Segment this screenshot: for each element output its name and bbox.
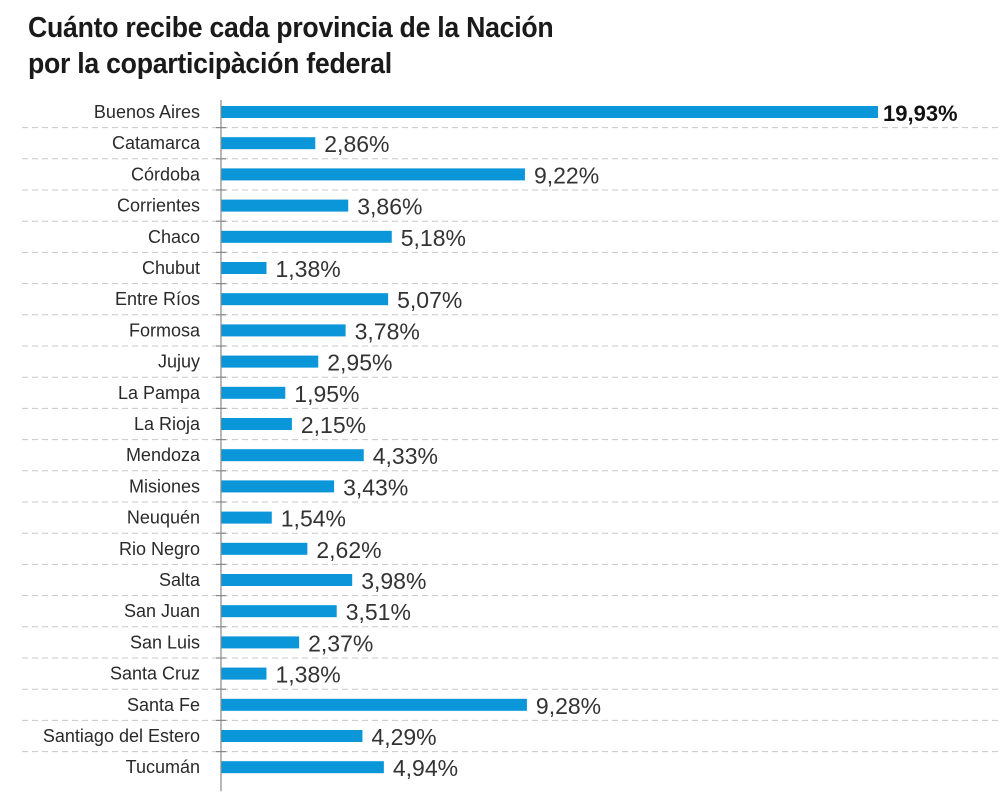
bar-mendoza	[221, 449, 364, 462]
value-label: 4,29%	[371, 724, 436, 750]
category-label: Misiones	[129, 476, 200, 496]
value-label: 3,98%	[361, 568, 426, 594]
value-label: 4,33%	[373, 443, 438, 469]
category-label: Mendoza	[126, 445, 201, 465]
value-label: 3,43%	[343, 474, 408, 500]
bar-santiago-del-estero	[221, 730, 363, 742]
bar-corrientes	[221, 199, 349, 212]
category-label: Rio Negro	[119, 539, 200, 559]
value-label: 3,78%	[355, 318, 420, 344]
bar-la-pampa	[221, 386, 286, 399]
value-label: 1,38%	[275, 256, 340, 282]
bar-san-luis	[221, 636, 300, 649]
bar-catamarca	[221, 137, 316, 150]
value-label: 2,15%	[301, 412, 366, 438]
value-label: 4,94%	[393, 755, 458, 781]
y-axis	[216, 100, 226, 792]
category-label: Neuquén	[127, 508, 200, 528]
bar-entre-rios	[221, 293, 389, 306]
bar-chaco	[221, 230, 392, 243]
value-label: 1,38%	[275, 662, 340, 688]
category-label: Jujuy	[158, 352, 200, 372]
bar-salta	[221, 574, 353, 586]
value-label: 2,37%	[308, 630, 373, 656]
bar-buenos-aires	[221, 106, 878, 118]
chart-title-line-2: por la coparticipàción federal	[28, 48, 392, 80]
bar-tucuman	[221, 761, 384, 774]
category-label: Santa Cruz	[110, 664, 200, 684]
bar-neuquen	[221, 511, 272, 524]
category-label: Buenos Aires	[94, 102, 200, 122]
gridlines	[22, 127, 1000, 753]
bar-santa-fe	[221, 698, 527, 711]
value-label: 5,18%	[401, 225, 466, 251]
value-label: 5,07%	[397, 287, 462, 313]
value-label: 19,93%	[883, 101, 958, 126]
value-label: 3,51%	[346, 599, 411, 625]
category-label: Corrientes	[117, 196, 200, 216]
bar-cordoba	[221, 168, 525, 181]
value-label: 2,86%	[324, 131, 389, 157]
bar-formosa	[221, 324, 346, 337]
bar-chubut	[221, 262, 267, 274]
category-label: Entre Ríos	[115, 289, 200, 309]
chart-title-line-1: Cuánto recibe cada provincia de la Nació…	[28, 12, 554, 44]
bar-santa-cruz	[221, 667, 267, 680]
category-label: Chubut	[142, 258, 200, 278]
value-label: 1,95%	[294, 381, 359, 407]
bar-rio-negro	[221, 542, 308, 555]
value-label: 9,22%	[534, 162, 599, 188]
value-label: 2,62%	[316, 537, 381, 563]
category-label: Santa Fe	[127, 695, 200, 715]
bar-misiones	[221, 480, 335, 493]
value-label: 9,28%	[536, 693, 601, 719]
chart-title: Cuánto recibe cada provincia de la Nació…	[28, 10, 554, 82]
value-label: 3,86%	[357, 194, 422, 220]
category-label: San Juan	[124, 601, 200, 621]
bars	[221, 106, 878, 774]
category-label: Formosa	[129, 320, 201, 340]
category-labels: Buenos Aires Catamarca Córdoba Corrientes Ch…	[43, 102, 201, 777]
category-label: Salta	[159, 570, 201, 590]
bar-san-juan	[221, 605, 337, 618]
value-labels: 19,93% 2,86% 9,22% 3,86% 5,18% 1,38% 5,07% 3,78…	[275, 101, 957, 781]
bar-la-rioja	[221, 418, 292, 430]
bar-jujuy	[221, 355, 319, 368]
value-label: 1,54%	[281, 506, 346, 532]
category-label: Santiago del Estero	[43, 726, 200, 746]
category-label: San Luis	[130, 632, 200, 652]
value-label: 2,95%	[327, 350, 392, 376]
category-label: Tucumán	[126, 757, 200, 777]
category-label: Chaco	[148, 227, 200, 247]
category-label: La Rioja	[134, 414, 201, 434]
category-label: Catamarca	[112, 133, 201, 153]
category-label: Córdoba	[131, 164, 201, 184]
category-label: La Pampa	[118, 383, 201, 403]
